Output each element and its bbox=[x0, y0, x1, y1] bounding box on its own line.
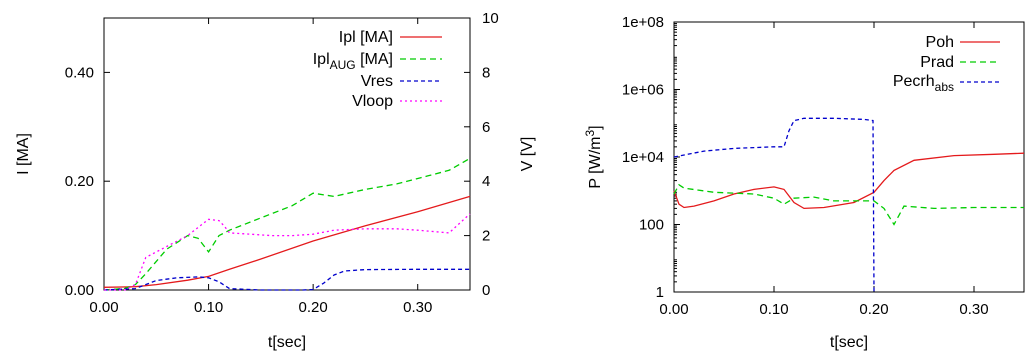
x-tick-labels: 0.00 0.10 0.20 0.30 bbox=[89, 299, 432, 316]
y2-tick-label: 6 bbox=[482, 119, 490, 136]
y2-tick-label: 4 bbox=[482, 173, 490, 190]
x-tick-labels: 0.00 0.10 0.20 0.30 bbox=[659, 301, 988, 318]
y-tick-labels: 0.00 0.20 0.40 bbox=[65, 64, 94, 299]
x-axis-label: t[sec] bbox=[268, 334, 306, 351]
chart-1: 0.00 0.10 0.20 0.30 0.00 0.20 0.40 0 2 4 6 8 10 t[… bbox=[15, 10, 536, 351]
y-tick-label: 1e+08 bbox=[622, 14, 664, 31]
series-lines bbox=[103, 157, 471, 291]
series-line-2 bbox=[673, 183, 1024, 226]
x-tick-label: 0.20 bbox=[859, 301, 888, 318]
x-tick-label: 0.20 bbox=[299, 299, 328, 316]
series-line-3 bbox=[673, 117, 875, 293]
chart-2: 0.00 0.10 0.20 0.30 1 100 1e+04 1e+06 1e+08 t[s… bbox=[583, 14, 1025, 351]
y-tick-label: 1e+06 bbox=[622, 82, 664, 99]
legend-label: Prad bbox=[920, 54, 954, 71]
x-tick-label: 0.30 bbox=[403, 299, 432, 316]
y2-tick-label: 0 bbox=[482, 282, 490, 299]
legend-label: Vres bbox=[361, 73, 393, 90]
y-tick-label: 0.20 bbox=[65, 173, 94, 190]
legend-label: Ipl [MA] bbox=[339, 29, 393, 46]
y-tick-label: 1 bbox=[656, 284, 664, 301]
y-tick-label: 100 bbox=[639, 217, 664, 234]
legend-label: Pecrhabs bbox=[893, 73, 954, 94]
legend-label: IplAUG [MA] bbox=[313, 51, 393, 72]
y-tick-label: 0.40 bbox=[65, 64, 94, 81]
legend: Ipl [MA] IplAUG [MA] Vres Vloop bbox=[313, 29, 442, 110]
series-line-1 bbox=[103, 195, 471, 288]
x-tick-label: 0.30 bbox=[959, 301, 988, 318]
x-tick-label: 0.00 bbox=[89, 299, 118, 316]
series-line-4 bbox=[104, 213, 471, 291]
tick-marks bbox=[673, 21, 975, 293]
y2-tick-label: 2 bbox=[482, 228, 490, 245]
y-axis-label: P [W/m3] bbox=[583, 125, 604, 188]
x-tick-label: 0.10 bbox=[759, 301, 788, 318]
y2-tick-labels: 0 2 4 6 8 10 bbox=[482, 10, 499, 299]
y2-axis-label: V [V] bbox=[519, 137, 536, 172]
y-axis-label: I [MA] bbox=[15, 133, 32, 175]
series-line-1 bbox=[673, 152, 1025, 210]
y2-tick-label: 10 bbox=[482, 10, 499, 27]
y-tick-label: 0.00 bbox=[65, 282, 94, 299]
plot-frame bbox=[103, 17, 471, 291]
series-lines bbox=[673, 117, 1025, 293]
y2-tick-label: 8 bbox=[482, 64, 490, 81]
x-tick-label: 0.10 bbox=[194, 299, 223, 316]
legend-label: Vloop bbox=[352, 93, 393, 110]
y-tick-label: 1e+04 bbox=[622, 149, 664, 166]
legend: Poh Prad Pecrhabs bbox=[893, 34, 1000, 94]
series-line-3 bbox=[103, 268, 470, 291]
series-line-2 bbox=[103, 157, 471, 291]
x-axis-label: t[sec] bbox=[830, 334, 868, 351]
y-tick-labels: 1 100 1e+04 1e+06 1e+08 bbox=[622, 14, 664, 301]
legend-label: Poh bbox=[926, 34, 954, 51]
x-tick-label: 0.00 bbox=[659, 301, 688, 318]
